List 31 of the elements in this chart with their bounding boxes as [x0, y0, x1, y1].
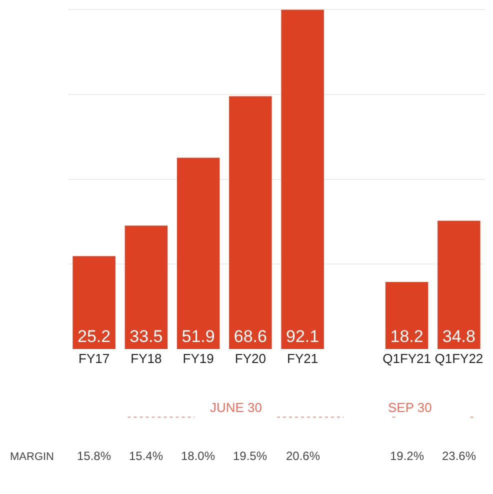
text: 18.0% [181, 449, 216, 463]
text: MARGIN [10, 451, 54, 463]
text: 19.5% [233, 449, 268, 463]
bar [72, 256, 116, 349]
text: 20.6% [286, 449, 320, 463]
data-label: 34.8 [442, 327, 476, 346]
x-tick-label: Q1FY22 [434, 351, 484, 366]
data-label: 51.9 [182, 327, 215, 346]
x-tick-label: FY20 [234, 351, 266, 366]
bar [385, 282, 428, 349]
data-label: 92.1 [286, 327, 320, 346]
bar [438, 220, 480, 349]
x-tick-label: FY19 [182, 351, 214, 366]
data-label: 18.2 [390, 327, 424, 346]
data-label: 33.5 [130, 327, 163, 346]
text: 15.4% [129, 449, 164, 463]
bar [124, 226, 168, 349]
data-label: 25.2 [78, 327, 111, 346]
bar [281, 10, 324, 349]
text: 23.6% [442, 449, 476, 463]
data-label: 68.6 [234, 327, 267, 346]
x-tick-label: FY21 [287, 351, 318, 366]
x-tick-label: Q1FY21 [382, 351, 432, 366]
bar [229, 96, 272, 349]
text: 19.2% [390, 449, 424, 463]
text: 15.8% [77, 449, 112, 463]
text: SEP 30 [388, 400, 432, 415]
x-tick-label: FY17 [78, 351, 110, 366]
text: JUNE 30 [210, 400, 262, 415]
bar [176, 158, 220, 349]
x-tick-label: FY18 [130, 351, 162, 366]
